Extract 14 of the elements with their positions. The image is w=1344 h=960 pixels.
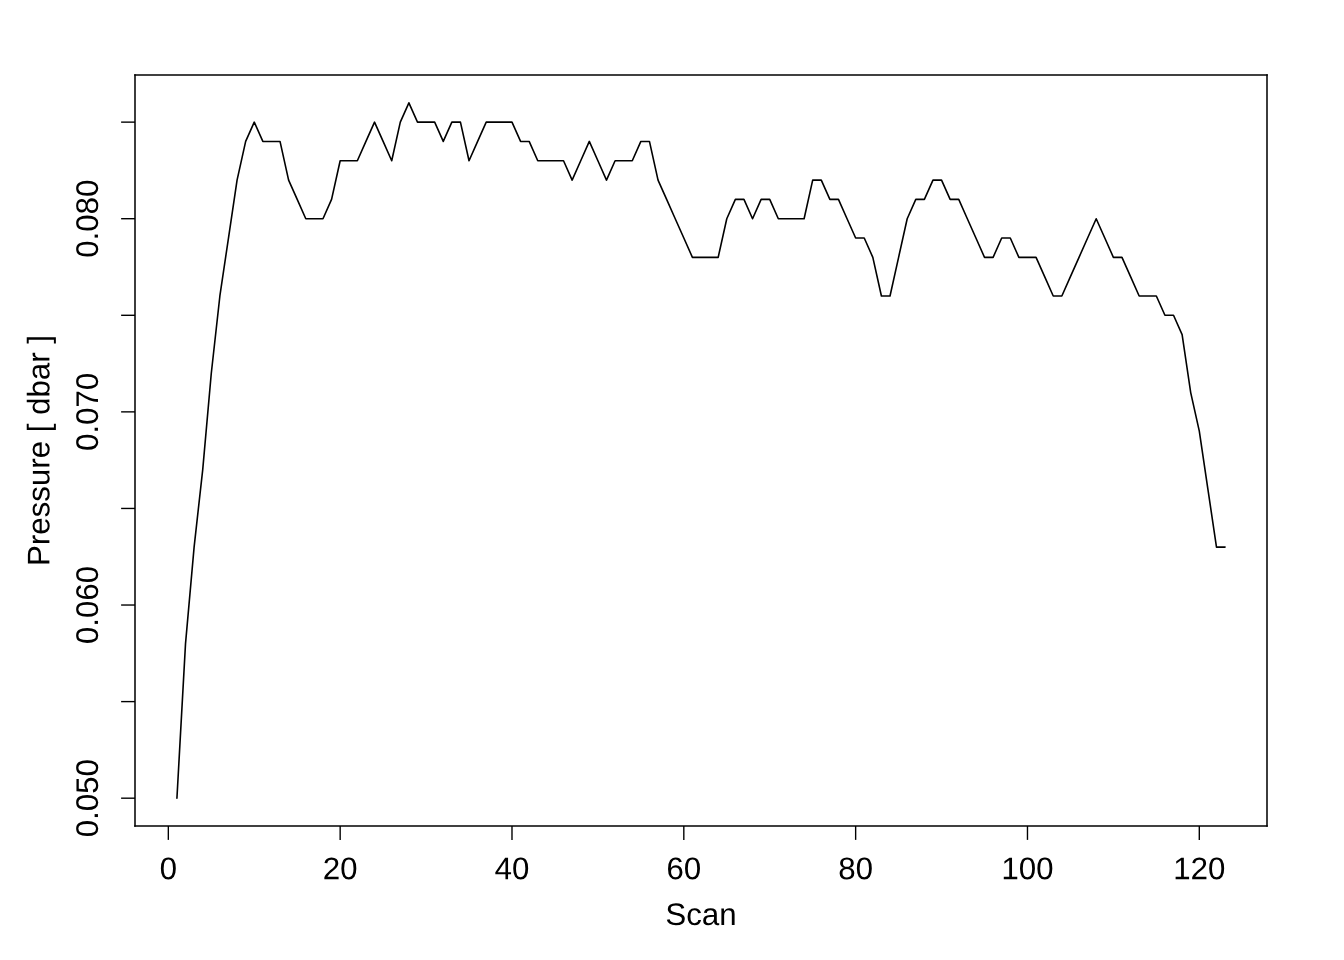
x-tick-label: 120 <box>1175 857 1225 880</box>
x-tick-label: 0 <box>160 857 176 880</box>
x-axis-title: Scan <box>666 903 735 926</box>
y-tick-label: 0.070 <box>76 373 99 450</box>
x-tick-label: 80 <box>839 857 872 880</box>
y-tick-label: 0.060 <box>76 567 99 643</box>
x-tick-label: 40 <box>495 857 529 880</box>
x-tick-label: 20 <box>324 857 357 880</box>
line-series <box>176 102 1226 799</box>
x-tick-label: 60 <box>668 857 700 880</box>
x-tick-label: 100 <box>1003 857 1053 880</box>
y-tick-label: 0.050 <box>76 760 99 837</box>
y-tick-label: 0.080 <box>76 180 99 257</box>
y-axis-title: Pressure [ dbar ] <box>26 337 56 564</box>
